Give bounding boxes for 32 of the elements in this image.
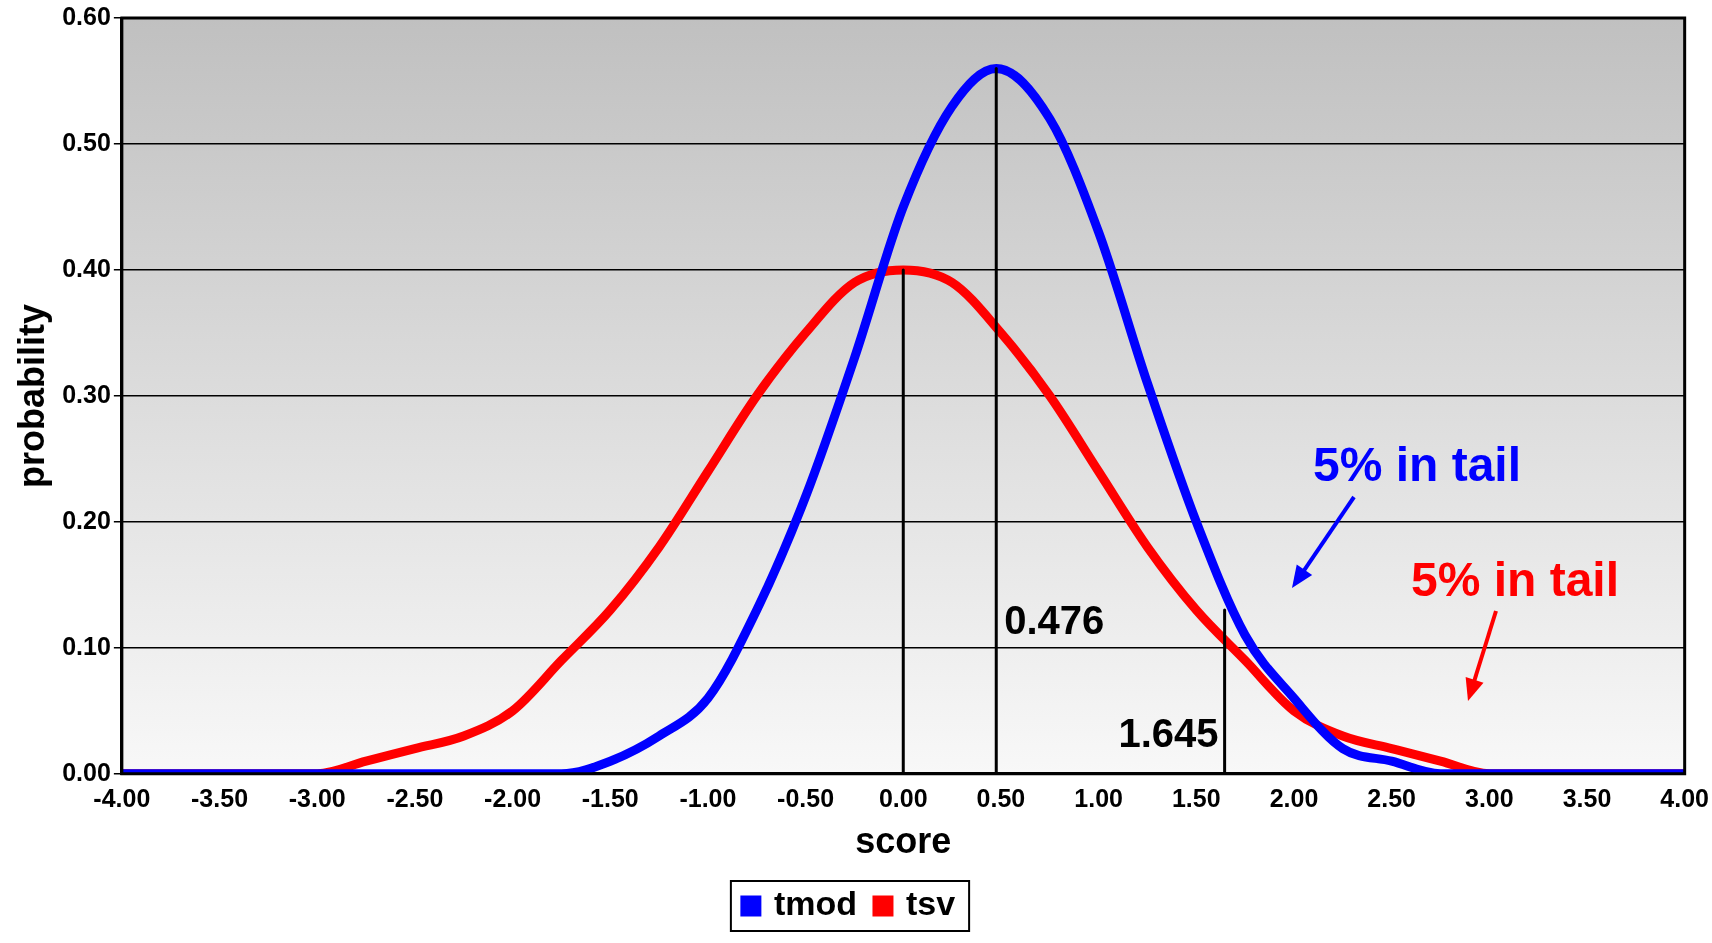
y-axis-title: probability <box>10 303 52 488</box>
annotation: 1.645 <box>1118 711 1219 756</box>
annotation: 0.476 <box>1004 597 1105 642</box>
y-tick-label: 0.50 <box>62 127 111 156</box>
x-tick-label: -2.00 <box>484 783 542 812</box>
annotation: 5% in tail <box>1312 436 1522 492</box>
x-tick-label: 3.50 <box>1562 783 1612 812</box>
y-tick-label: 0.30 <box>62 379 111 408</box>
x-tick-label: -3.50 <box>191 783 249 812</box>
x-tick-label: 4.00 <box>1660 783 1710 812</box>
legend-label: tmod <box>773 884 857 923</box>
x-tick-label: 3.00 <box>1464 783 1514 812</box>
x-tick-label: 2.00 <box>1269 783 1319 812</box>
y-tick-label: 0.10 <box>62 631 111 660</box>
x-tick-label: -1.50 <box>581 783 639 812</box>
legend-label: tsv <box>905 884 956 923</box>
x-tick-label: -2.50 <box>386 783 444 812</box>
y-tick-label: 0.40 <box>62 253 111 282</box>
x-tick-label: 1.00 <box>1074 783 1123 812</box>
x-tick-label: -1.00 <box>679 783 737 812</box>
x-axis-title: score <box>855 820 952 862</box>
x-tick-label: 0.50 <box>976 783 1026 812</box>
y-tick-label: 0.00 <box>62 757 111 786</box>
x-tick-label: -3.00 <box>288 783 346 812</box>
annotation: 5% in tail <box>1410 551 1620 607</box>
x-tick-label: 2.50 <box>1367 783 1416 812</box>
x-tick-label: -0.50 <box>777 783 835 812</box>
x-tick-label: -4.00 <box>93 783 151 812</box>
y-tick-label: 0.20 <box>62 505 111 534</box>
x-tick-label: 0.00 <box>878 783 928 812</box>
y-tick-label: 0.60 <box>62 1 111 30</box>
x-tick-label: 1.50 <box>1171 783 1221 812</box>
